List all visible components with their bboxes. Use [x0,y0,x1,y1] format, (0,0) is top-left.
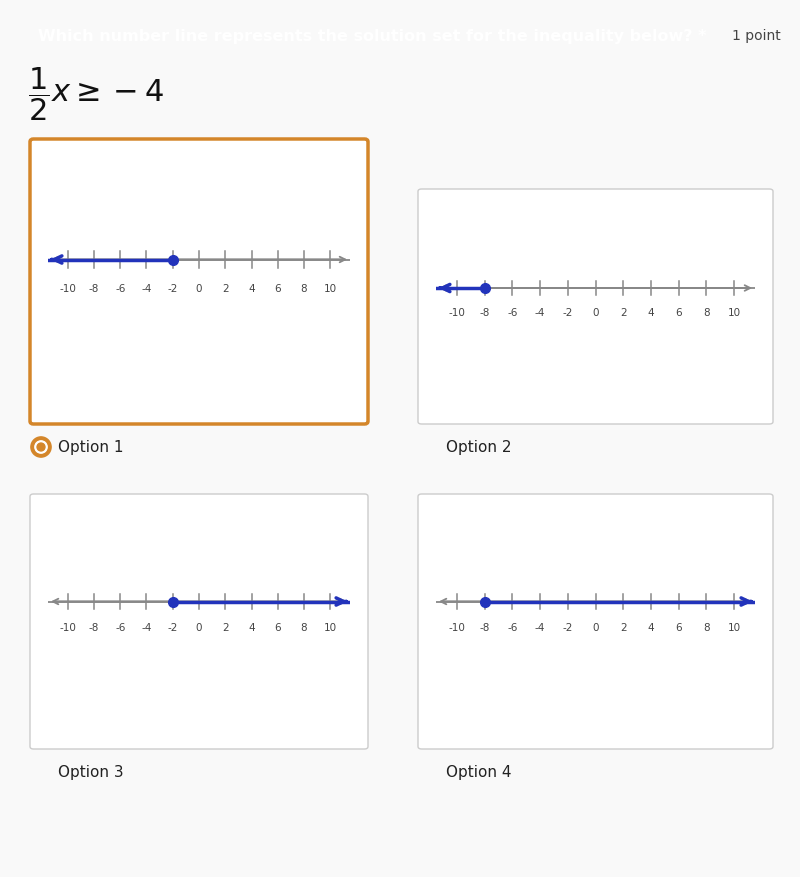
Text: 2: 2 [620,308,626,317]
Text: 8: 8 [703,308,710,317]
Text: -4: -4 [142,623,152,632]
Text: 6: 6 [675,623,682,632]
Text: 4: 4 [248,623,255,632]
Text: -2: -2 [167,283,178,293]
Text: -4: -4 [535,308,546,317]
Text: 0: 0 [196,623,202,632]
Circle shape [35,441,47,453]
Text: Option 4: Option 4 [446,765,511,780]
Text: Option 3: Option 3 [58,765,124,780]
Text: 6: 6 [274,623,281,632]
Circle shape [37,444,45,452]
Text: 1 point: 1 point [731,29,780,43]
Text: -8: -8 [479,623,490,632]
Text: 4: 4 [648,308,654,317]
Text: -6: -6 [507,623,518,632]
Text: 2: 2 [222,623,229,632]
Text: 8: 8 [301,623,307,632]
Text: 0: 0 [592,308,598,317]
Text: -2: -2 [562,623,573,632]
Text: -4: -4 [535,623,546,632]
Text: 10: 10 [728,308,741,317]
Text: -6: -6 [115,623,126,632]
Text: -8: -8 [479,308,490,317]
Text: 4: 4 [248,283,255,293]
Text: -10: -10 [448,308,466,317]
Text: -2: -2 [562,308,573,317]
Text: -8: -8 [89,623,99,632]
Text: 4: 4 [648,623,654,632]
Text: 6: 6 [675,308,682,317]
Text: 0: 0 [592,623,598,632]
Text: $\dfrac{1}{2}x \geq -4$: $\dfrac{1}{2}x \geq -4$ [28,66,164,123]
Text: 8: 8 [301,283,307,293]
Text: -6: -6 [115,283,126,293]
Text: Option 1: Option 1 [58,440,123,455]
Text: 10: 10 [324,623,337,632]
Text: 10: 10 [728,623,741,632]
Text: Option 2: Option 2 [446,440,511,455]
Text: 0: 0 [196,283,202,293]
Text: -8: -8 [89,283,99,293]
Text: -10: -10 [59,283,76,293]
FancyBboxPatch shape [418,189,773,424]
FancyBboxPatch shape [30,495,368,749]
Text: 10: 10 [324,283,337,293]
Text: 6: 6 [274,283,281,293]
FancyBboxPatch shape [30,139,368,424]
Text: -6: -6 [507,308,518,317]
Text: 2: 2 [222,283,229,293]
Text: -10: -10 [448,623,466,632]
Text: 2: 2 [620,623,626,632]
Text: -4: -4 [142,283,152,293]
Text: Which number line represents the solution set for the inequality below? *: Which number line represents the solutio… [38,28,707,44]
Text: -10: -10 [59,623,76,632]
Text: 8: 8 [703,623,710,632]
Text: -2: -2 [167,623,178,632]
Circle shape [31,438,51,458]
FancyBboxPatch shape [418,495,773,749]
